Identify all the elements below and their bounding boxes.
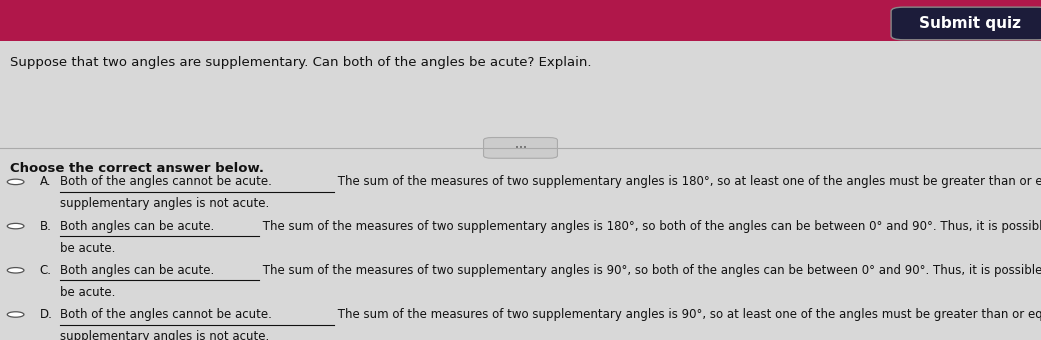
Text: be acute.: be acute. (60, 242, 116, 255)
Text: A.: A. (40, 175, 51, 188)
Circle shape (7, 268, 24, 273)
Text: Both angles can be acute.: Both angles can be acute. (60, 220, 214, 233)
Text: C.: C. (40, 264, 52, 277)
Text: The sum of the measures of two supplementary angles is 180°, so both of the angl: The sum of the measures of two supplemen… (259, 220, 1041, 233)
Text: supplementary angles is not acute.: supplementary angles is not acute. (60, 198, 270, 210)
FancyBboxPatch shape (0, 0, 1041, 41)
Text: be acute.: be acute. (60, 286, 116, 299)
Text: B.: B. (40, 220, 51, 233)
Text: Submit quiz: Submit quiz (919, 16, 1021, 31)
Text: The sum of the measures of two supplementary angles is 180°, so at least one of : The sum of the measures of two supplemen… (334, 175, 1041, 188)
Text: The sum of the measures of two supplementary angles is 90°, so at least one of t: The sum of the measures of two supplemen… (334, 308, 1041, 321)
Text: The sum of the measures of two supplementary angles is 90°, so both of the angle: The sum of the measures of two supplemen… (259, 264, 1041, 277)
FancyBboxPatch shape (483, 138, 558, 158)
Circle shape (7, 223, 24, 229)
Circle shape (7, 179, 24, 185)
FancyBboxPatch shape (891, 7, 1041, 40)
Text: Choose the correct answer below.: Choose the correct answer below. (10, 162, 264, 174)
Circle shape (7, 312, 24, 317)
Text: •••: ••• (514, 145, 527, 151)
Text: Both of the angles cannot be acute.: Both of the angles cannot be acute. (60, 308, 273, 321)
Text: Both of the angles cannot be acute.: Both of the angles cannot be acute. (60, 175, 273, 188)
Text: Suppose that two angles are supplementary. Can both of the angles be acute? Expl: Suppose that two angles are supplementar… (10, 56, 592, 69)
Text: supplementary angles is not acute.: supplementary angles is not acute. (60, 330, 270, 340)
Text: D.: D. (40, 308, 52, 321)
Text: Both angles can be acute.: Both angles can be acute. (60, 264, 214, 277)
